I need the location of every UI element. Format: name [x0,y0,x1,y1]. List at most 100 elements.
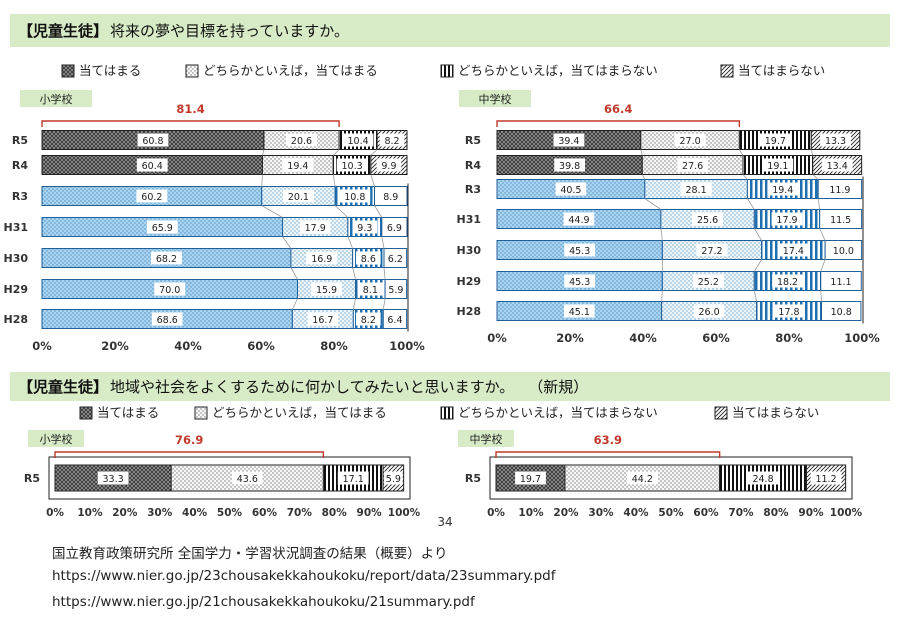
value-label: 65.9 [152,223,173,234]
value-label: 17.9 [305,223,326,234]
value-label: 17.9 [776,215,797,226]
annotation-bracket [496,120,741,127]
legend-label: 当てはまらない [738,63,825,78]
annotation-value: 76.9 [175,433,203,447]
connector-line [374,205,383,218]
value-label: 11.2 [815,474,836,485]
connector-line [640,149,643,156]
connector-line [334,205,349,218]
x-tick-label: 100% [389,339,425,353]
value-label-box [337,471,369,485]
question-2-text: 地域や社会をよくするために何かしてみたいと思いますか。 [110,378,515,396]
value-label-box [564,274,596,288]
x-tick-label: 90% [357,507,383,519]
value-label: 9.9 [381,161,396,172]
panel-badge [459,90,531,107]
x-tick-label: 40% [623,507,649,519]
value-label-box [154,282,186,296]
connector-line [262,149,265,156]
panel-badge [28,430,84,447]
x-tick-label: 80% [322,507,348,519]
value-label: 8.6 [361,254,376,265]
connector-line [370,174,375,187]
connector-line [753,259,762,272]
legend-swatch [440,64,454,78]
row-label: H29 [3,283,28,296]
legend-swatch [61,64,75,78]
value-label-box [674,133,706,147]
value-label: 39.8 [559,161,580,172]
value-label: 44.2 [632,474,653,485]
legend-label: どちらかといえば，当てはまる [212,405,387,420]
value-label: 10.0 [833,246,854,257]
value-label: 15.9 [316,285,337,296]
value-label-box [137,133,169,147]
legend-swatch [194,406,208,420]
value-label-box [810,471,842,485]
value-label: 11.1 [830,277,851,288]
value-label-box [824,182,856,196]
annotation-value: 81.4 [176,102,204,116]
value-label-box [283,189,314,203]
value-label-box [356,312,381,326]
row-label: R5 [465,472,481,485]
x-tick-label: 20% [553,507,579,519]
value-label: 10.4 [348,136,369,147]
connector-line [819,228,826,241]
value-label-box [342,133,374,147]
value-label: 8.2 [384,136,399,147]
connector-line [661,290,663,302]
value-label: 6.2 [388,254,403,265]
value-label-box [386,282,406,296]
value-label: 24.8 [752,474,773,485]
legend-swatch [440,406,454,420]
value-label-box [146,220,178,234]
connector-line [742,174,748,180]
value-label-box [825,304,857,318]
value-label-box [339,189,371,203]
value-label: 8.9 [383,192,398,203]
x-tick-label: 70% [287,507,313,519]
x-tick-label: 100% [388,507,421,519]
connector-line [261,205,283,218]
x-tick-label: 60% [702,331,730,345]
value-label: 11.5 [830,215,851,226]
value-label: 27.2 [701,246,722,257]
connector-line [660,228,663,241]
connector-line [644,198,662,210]
connector-line [641,174,646,180]
value-label-box [771,212,803,226]
value-label: 44.9 [568,215,589,226]
question-1-text: 将来の夢や目標を持っていますか。 [110,22,349,40]
value-label: 6.4 [387,315,402,326]
row-label: H28 [3,313,28,326]
row-label: R3 [465,183,481,196]
value-label: 70.0 [159,285,180,296]
value-label: 68.2 [156,254,177,265]
value-label: 60.2 [141,192,162,203]
value-label-box [563,304,595,318]
annotation-bracket [41,120,340,127]
value-label: 17.1 [343,474,364,485]
x-tick-label: 60% [693,507,719,519]
value-label-box [772,274,803,288]
value-label: 20.6 [291,136,312,147]
x-tick-label: 60% [247,339,275,353]
legend-swatch [79,406,93,420]
x-tick-label: 0% [487,507,505,519]
value-label: 6.9 [387,223,402,234]
x-tick-label: 40% [182,507,208,519]
legend-question-2: 当てはまる どちらかといえば，当てはまる どちらかといえば，当てはまらない 当てはまら… [79,405,819,420]
value-label-box [693,304,725,318]
panel-label: 中学校 [479,92,512,106]
annotation-bracket [54,451,325,458]
value-label-box [555,182,587,196]
value-label-box [759,133,791,147]
value-label-box [680,182,712,196]
connector-line [261,174,263,187]
connector-line [753,228,762,241]
connector-line [753,290,757,302]
value-label-box [306,251,338,265]
value-label: 39.4 [558,136,579,147]
value-label: 8.1 [363,285,378,296]
